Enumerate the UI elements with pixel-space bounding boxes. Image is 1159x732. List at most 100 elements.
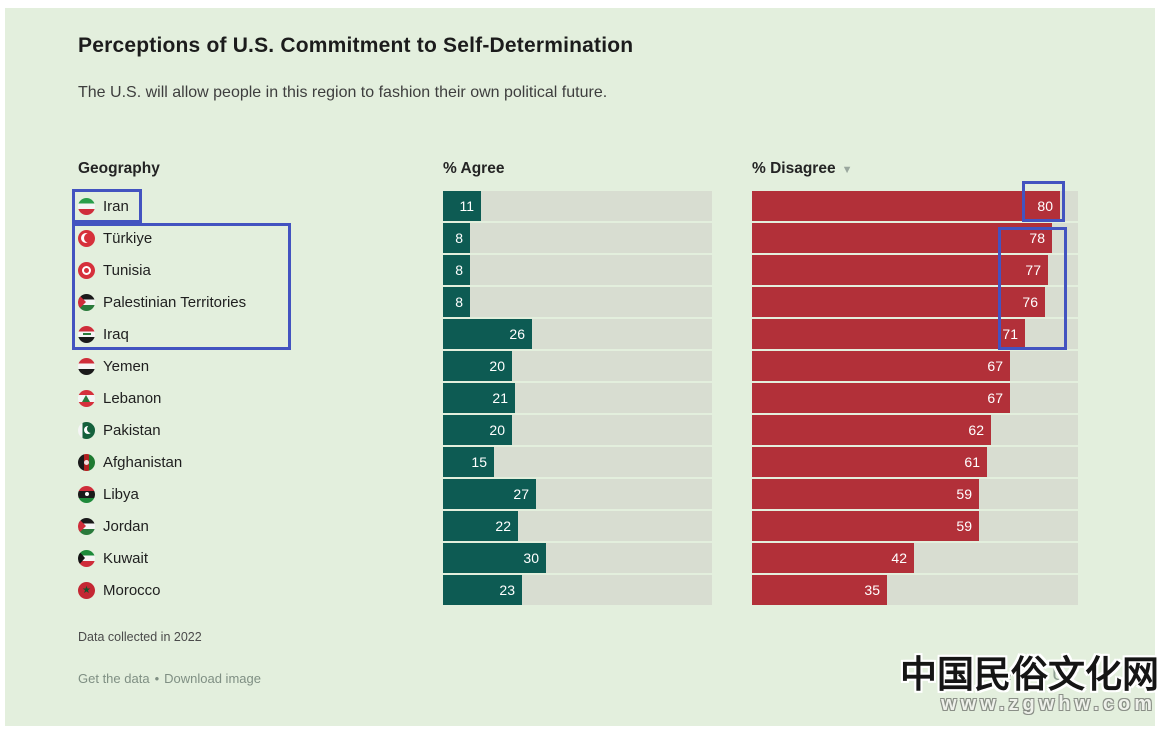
iraq-flag-icon bbox=[78, 325, 95, 343]
geography-label: Türkiye bbox=[103, 229, 153, 247]
jordan-flag-icon bbox=[78, 517, 95, 535]
disagree-bar: 62 bbox=[752, 415, 991, 445]
agree-bar: 20 bbox=[443, 415, 512, 445]
agree-bar-track: 23 bbox=[443, 575, 712, 605]
geography-cell: Pakistan bbox=[78, 415, 443, 445]
afghanistan-flag-icon bbox=[78, 453, 95, 471]
table-row: Lebanon 21 67 bbox=[78, 383, 1083, 413]
geography-label: Morocco bbox=[103, 581, 161, 599]
agree-value: 26 bbox=[509, 326, 525, 342]
agree-bar-track: 20 bbox=[443, 351, 712, 381]
download-image-link[interactable]: Download image bbox=[164, 671, 261, 686]
footer-links: Get the data • Download image bbox=[78, 671, 261, 686]
annotation-box-country-labels bbox=[72, 223, 291, 350]
geography-label: Tunisia bbox=[103, 261, 151, 279]
geography-cell: Palestinian Territories bbox=[78, 287, 443, 317]
agree-value: 21 bbox=[492, 390, 508, 406]
annotation-box-value-80 bbox=[1022, 181, 1065, 222]
iran-flag-icon bbox=[78, 197, 95, 215]
table-body: Iran 11 80 Türkiye 8 78 Tunisia 8 77 Palestinian … bbox=[78, 191, 1083, 607]
agree-bar-track: 21 bbox=[443, 383, 712, 413]
disagree-bar: 67 bbox=[752, 383, 1010, 413]
disagree-bar-track: 59 bbox=[752, 479, 1078, 509]
agree-bar-track: 27 bbox=[443, 479, 712, 509]
agree-bar-track: 11 bbox=[443, 191, 712, 221]
geography-label: Pakistan bbox=[103, 421, 161, 439]
agree-bar-track: 8 bbox=[443, 223, 712, 253]
agree-bar: 27 bbox=[443, 479, 536, 509]
disagree-value: 61 bbox=[964, 454, 980, 470]
disagree-bar: 67 bbox=[752, 351, 1010, 381]
disagree-value: 67 bbox=[987, 390, 1003, 406]
disagree-value: 42 bbox=[891, 550, 907, 566]
table-row: Iran 11 80 bbox=[78, 191, 1083, 221]
agree-bar-track: 8 bbox=[443, 255, 712, 285]
disagree-value: 71 bbox=[1002, 326, 1018, 342]
geography-cell: Iraq bbox=[78, 319, 443, 349]
geography-label: Iraq bbox=[103, 325, 129, 343]
geography-cell: Türkiye bbox=[78, 223, 443, 253]
disagree-bar-track: 61 bbox=[752, 447, 1078, 477]
libya-flag-icon bbox=[78, 485, 95, 503]
disagree-bar: 78 bbox=[752, 223, 1052, 253]
disagree-bar: 42 bbox=[752, 543, 914, 573]
geography-label: Palestinian Territories bbox=[103, 293, 247, 311]
yemen-flag-icon bbox=[78, 357, 95, 375]
agree-value: 11 bbox=[459, 198, 474, 214]
table-row: Libya 27 59 bbox=[78, 479, 1083, 509]
agree-bar-track: 15 bbox=[443, 447, 712, 477]
column-header-disagree[interactable]: % Disagree ▼ bbox=[752, 160, 853, 177]
disagree-bar-track: 78 bbox=[752, 223, 1078, 253]
agree-bar: 23 bbox=[443, 575, 522, 605]
geography-cell: Yemen bbox=[78, 351, 443, 381]
agree-bar: 20 bbox=[443, 351, 512, 381]
agree-value: 30 bbox=[523, 550, 539, 566]
agree-bar: 11 bbox=[443, 191, 481, 221]
agree-bar: 8 bbox=[443, 287, 470, 317]
agree-value: 23 bbox=[499, 582, 515, 598]
agree-bar: 8 bbox=[443, 255, 470, 285]
disagree-value: 77 bbox=[1025, 262, 1041, 278]
chart-card: Perceptions of U.S. Commitment to Self-D… bbox=[5, 8, 1155, 726]
geography-cell: Jordan bbox=[78, 511, 443, 541]
annotation-box-values-78-to-71 bbox=[998, 227, 1067, 350]
geography-cell: Lebanon bbox=[78, 383, 443, 413]
watermark-chinese-text: 中国民俗文化网 bbox=[900, 653, 1159, 696]
agree-value: 8 bbox=[455, 262, 463, 278]
agree-bar-track: 8 bbox=[443, 287, 712, 317]
disagree-bar-track: 59 bbox=[752, 511, 1078, 541]
agree-bar: 21 bbox=[443, 383, 515, 413]
disagree-value: 59 bbox=[956, 518, 972, 534]
disagree-bar-track: 76 bbox=[752, 287, 1078, 317]
chart-title: Perceptions of U.S. Commitment to Self-D… bbox=[78, 34, 634, 57]
get-the-data-link[interactable]: Get the data bbox=[78, 671, 150, 686]
watermark-url: www.zgwhw.com bbox=[941, 693, 1156, 715]
disagree-bar-track: 42 bbox=[752, 543, 1078, 573]
table-row: Türkiye 8 78 bbox=[78, 223, 1083, 253]
kuwait-flag-icon bbox=[78, 549, 95, 567]
agree-bar: 26 bbox=[443, 319, 532, 349]
pakistan-flag-icon bbox=[78, 421, 95, 439]
agree-bar: 22 bbox=[443, 511, 518, 541]
turkiye-flag-icon bbox=[78, 229, 95, 247]
agree-bar-track: 20 bbox=[443, 415, 712, 445]
agree-value: 22 bbox=[495, 518, 511, 534]
table-row: Palestinian Territories 8 76 bbox=[78, 287, 1083, 317]
table-row: Pakistan 20 62 bbox=[78, 415, 1083, 445]
disagree-bar: 71 bbox=[752, 319, 1025, 349]
disagree-bar-track: 67 bbox=[752, 383, 1078, 413]
geography-cell: Libya bbox=[78, 479, 443, 509]
agree-bar-track: 30 bbox=[443, 543, 712, 573]
annotation-box-iran-label bbox=[72, 189, 142, 223]
disagree-bar-track: 35 bbox=[752, 575, 1078, 605]
agree-bar: 15 bbox=[443, 447, 494, 477]
agree-bar-track: 22 bbox=[443, 511, 712, 541]
geography-label: Lebanon bbox=[103, 389, 162, 407]
disagree-value: 35 bbox=[864, 582, 880, 598]
disagree-bar: 80 bbox=[752, 191, 1060, 221]
geography-cell: Kuwait bbox=[78, 543, 443, 573]
disagree-value: 62 bbox=[968, 422, 984, 438]
disagree-bar: 76 bbox=[752, 287, 1045, 317]
geography-label: Iran bbox=[103, 197, 129, 215]
geography-cell: Afghanistan bbox=[78, 447, 443, 477]
